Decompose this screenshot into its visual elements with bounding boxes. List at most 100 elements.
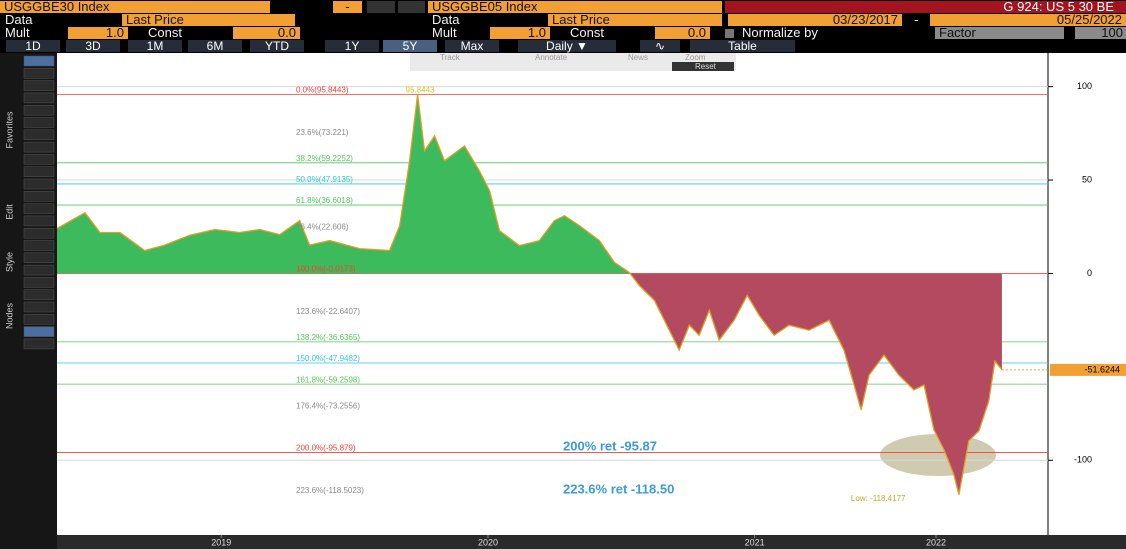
chart-id: G 924: US 5 30 BE <box>725 0 1126 13</box>
tool-icon <box>23 203 55 214</box>
news-button[interactable]: News <box>628 53 648 62</box>
const-label: Const <box>148 25 182 40</box>
y-tick-label: 100 <box>1077 81 1092 91</box>
last-value-label: -51.6244 <box>1084 364 1120 374</box>
security2[interactable]: USGGBE05 Index <box>428 0 722 13</box>
level-label: 176.4%(-73.2556) <box>296 401 360 410</box>
annotate-button[interactable]: Annotate <box>535 53 568 62</box>
retracement-note: 200% ret -95.87 <box>563 438 657 453</box>
mult-field[interactable]: 1.0 <box>490 26 550 39</box>
x-axis-bar <box>57 535 1126 549</box>
period-button[interactable]: 1M <box>128 40 182 52</box>
level-label: 123.6%(-22.6407) <box>296 307 360 316</box>
tool-icon <box>23 215 55 227</box>
tool-icon <box>23 141 55 153</box>
level-label: 61.8%(36.6018) <box>296 196 353 205</box>
y-tick-label: 0 <box>1087 268 1092 278</box>
tool-icon <box>23 277 55 288</box>
chart-toolbar <box>410 53 736 71</box>
tool-icon <box>23 191 55 202</box>
mult-label: Mult <box>432 25 457 40</box>
level-label: 138.2%(-36.6365) <box>296 333 360 342</box>
level-label: 200.0%(-95.879) <box>296 444 356 453</box>
minus[interactable]: - <box>333 0 362 13</box>
track-button[interactable]: Track <box>440 53 461 62</box>
mult-label: Mult <box>5 25 30 40</box>
frequency: Daily <box>546 39 573 53</box>
side-label: Edit <box>4 204 14 220</box>
side-label: Favorites <box>4 111 14 149</box>
tool-icon <box>23 264 55 276</box>
date-dash: - <box>914 12 919 27</box>
period-button[interactable]: 3D <box>66 40 120 52</box>
period-button[interactable]: 1Y <box>325 40 379 52</box>
x-tick-label: 2022 <box>926 537 946 547</box>
reset-button[interactable]: Reset <box>695 62 717 71</box>
period-button[interactable]: 6M <box>188 40 242 52</box>
x-tick-label: 2020 <box>478 537 498 547</box>
dropdown[interactable] <box>367 1 395 13</box>
mult-field[interactable]: 1.0 <box>68 26 128 39</box>
zoom-button[interactable]: Zoom <box>685 53 706 62</box>
y-tick-label: 50 <box>1082 174 1092 184</box>
tool-icon <box>23 92 55 104</box>
tool-icon <box>23 289 55 300</box>
area-positive <box>57 94 631 274</box>
tool-icon <box>23 227 55 239</box>
period-button[interactable]: YTD <box>250 40 304 52</box>
y-axis-area <box>1048 53 1126 535</box>
level-label: 100.0%(-0.0173) <box>296 265 356 274</box>
factor-field[interactable]: 100 <box>1075 26 1126 39</box>
security1[interactable]: USGGBE30 Index <box>0 0 270 13</box>
x-tick-label: 2019 <box>211 537 231 547</box>
tool-icon <box>23 166 55 177</box>
area-line <box>56 94 1003 495</box>
data-field[interactable]: Last Price <box>548 13 722 26</box>
tool-icon <box>23 178 55 190</box>
last-value-tag <box>1050 363 1126 376</box>
highlight-ellipse <box>880 434 996 476</box>
level-label: 76.4%(22.606) <box>296 222 349 231</box>
tool-icon <box>23 338 55 350</box>
const-field[interactable]: 0.0 <box>655 26 710 39</box>
area-negative <box>57 273 1002 495</box>
period-button[interactable]: 5Y <box>383 40 437 52</box>
side-label: Style <box>4 252 14 272</box>
normalize-field[interactable]: Factor <box>935 26 1064 39</box>
normalize-label: Normalize by <box>742 25 818 40</box>
table-button[interactable]: Table <box>690 40 795 52</box>
tool-icon <box>23 301 55 313</box>
level-label: 150.0%(-47.9482) <box>296 354 360 363</box>
data-field[interactable]: Last Price <box>122 13 295 26</box>
tool-icon <box>23 117 55 128</box>
level-label: 50.0%(47.9135) <box>296 175 353 184</box>
const-field[interactable]: 0.0 <box>233 26 300 39</box>
tool-icons <box>23 55 55 350</box>
swap[interactable] <box>398 1 425 13</box>
reset-bg <box>672 62 734 71</box>
tool-icon <box>23 252 55 264</box>
tool-icon <box>23 129 55 141</box>
level-label: 223.6%(-118.5023) <box>296 486 364 495</box>
chart-type-button[interactable]: ∿ <box>640 40 680 52</box>
side-label: Nodes <box>4 302 14 329</box>
y-tick-label: -100 <box>1074 455 1092 465</box>
end-date[interactable]: 05/25/2022 <box>930 13 1126 26</box>
start-date[interactable]: 03/23/2017 <box>728 13 902 26</box>
period-button[interactable]: Max <box>445 40 499 52</box>
data-label: Data <box>5 12 33 27</box>
low-label: Low: -118.4177 <box>851 494 906 503</box>
level-label: 0.0%(95.8443) <box>296 86 349 95</box>
tool-icon <box>23 240 55 251</box>
tool-icon <box>23 314 55 325</box>
retracement-note: 223.6% ret -118.50 <box>563 481 674 496</box>
checkbox[interactable] <box>725 29 734 38</box>
data-label: Data <box>432 12 460 27</box>
period-button[interactable]: 1D <box>6 40 60 52</box>
level-label: 38.2%(59.2252) <box>296 154 353 163</box>
tool-icon <box>23 154 55 165</box>
frequency-button[interactable]: Daily ▼ <box>518 40 616 52</box>
tool-icon <box>23 326 55 337</box>
